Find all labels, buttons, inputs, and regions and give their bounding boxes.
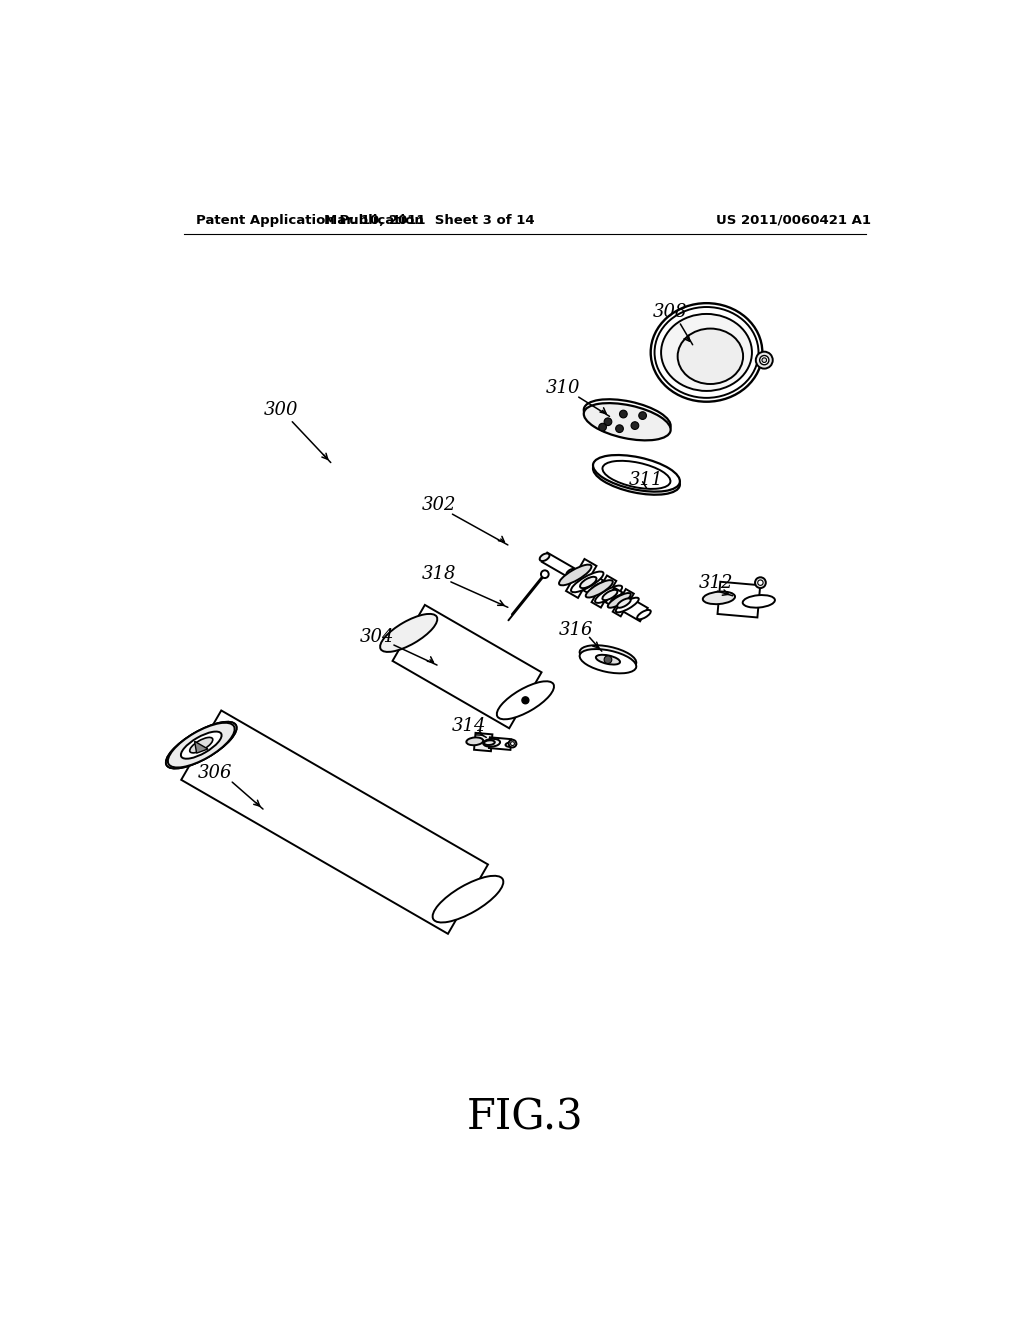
Ellipse shape — [610, 594, 626, 605]
Circle shape — [620, 411, 628, 418]
Ellipse shape — [702, 591, 735, 605]
Text: 314: 314 — [453, 717, 486, 735]
Ellipse shape — [593, 458, 680, 495]
Ellipse shape — [580, 645, 636, 669]
Ellipse shape — [484, 741, 495, 744]
Text: Patent Application Publication: Patent Application Publication — [196, 214, 424, 227]
Text: FIG.3: FIG.3 — [467, 1096, 583, 1138]
Text: US 2011/0060421 A1: US 2011/0060421 A1 — [716, 214, 870, 227]
Ellipse shape — [571, 572, 603, 593]
Circle shape — [522, 697, 528, 704]
Ellipse shape — [506, 742, 516, 747]
Ellipse shape — [466, 738, 483, 746]
Ellipse shape — [615, 598, 639, 612]
Ellipse shape — [654, 308, 759, 397]
Ellipse shape — [596, 655, 621, 664]
Polygon shape — [181, 710, 488, 933]
Ellipse shape — [580, 649, 636, 673]
Ellipse shape — [559, 565, 592, 585]
Polygon shape — [392, 605, 542, 729]
Polygon shape — [542, 553, 573, 577]
Ellipse shape — [540, 553, 550, 561]
Polygon shape — [474, 733, 493, 751]
Ellipse shape — [168, 723, 234, 767]
Circle shape — [615, 425, 624, 433]
Polygon shape — [509, 572, 547, 620]
Text: 310: 310 — [546, 379, 581, 397]
Ellipse shape — [584, 403, 671, 441]
Polygon shape — [605, 587, 623, 607]
Ellipse shape — [602, 590, 617, 601]
Text: 308: 308 — [652, 304, 687, 321]
Text: 318: 318 — [421, 565, 456, 583]
Text: 316: 316 — [558, 622, 593, 639]
Text: 304: 304 — [359, 628, 394, 647]
Ellipse shape — [617, 598, 631, 607]
Circle shape — [755, 577, 766, 589]
Polygon shape — [584, 574, 603, 597]
Text: 312: 312 — [698, 574, 733, 593]
Text: 311: 311 — [629, 471, 664, 490]
Ellipse shape — [608, 593, 631, 607]
Polygon shape — [195, 742, 208, 754]
Ellipse shape — [742, 595, 775, 607]
Circle shape — [631, 422, 639, 429]
Ellipse shape — [189, 738, 213, 752]
Text: Mar. 10, 2011  Sheet 3 of 14: Mar. 10, 2011 Sheet 3 of 14 — [324, 214, 535, 227]
Circle shape — [760, 355, 769, 364]
Ellipse shape — [602, 461, 671, 488]
Ellipse shape — [662, 314, 752, 391]
Circle shape — [604, 418, 611, 425]
Text: 302: 302 — [421, 496, 456, 513]
Circle shape — [756, 351, 773, 368]
Polygon shape — [488, 738, 511, 750]
Ellipse shape — [566, 569, 577, 577]
Polygon shape — [718, 582, 760, 618]
Circle shape — [509, 739, 516, 747]
Ellipse shape — [497, 681, 554, 719]
Circle shape — [604, 656, 611, 664]
Polygon shape — [621, 597, 648, 622]
Polygon shape — [592, 576, 616, 607]
Ellipse shape — [181, 731, 221, 759]
Ellipse shape — [584, 399, 671, 437]
Text: 300: 300 — [263, 401, 298, 420]
Ellipse shape — [595, 586, 623, 603]
Ellipse shape — [590, 582, 606, 594]
Text: 306: 306 — [198, 764, 232, 781]
Circle shape — [762, 358, 767, 363]
Ellipse shape — [166, 722, 237, 768]
Circle shape — [511, 742, 514, 746]
Circle shape — [758, 579, 763, 585]
Ellipse shape — [580, 577, 597, 589]
Ellipse shape — [483, 739, 500, 747]
Ellipse shape — [166, 722, 237, 768]
Circle shape — [599, 424, 606, 432]
Ellipse shape — [637, 610, 651, 619]
Polygon shape — [566, 558, 597, 598]
Ellipse shape — [593, 455, 680, 491]
Ellipse shape — [380, 614, 437, 652]
Polygon shape — [612, 589, 634, 616]
Circle shape — [639, 412, 646, 420]
Ellipse shape — [432, 875, 504, 923]
Ellipse shape — [650, 304, 762, 401]
Circle shape — [541, 570, 549, 578]
Ellipse shape — [678, 329, 743, 384]
Ellipse shape — [586, 581, 612, 598]
